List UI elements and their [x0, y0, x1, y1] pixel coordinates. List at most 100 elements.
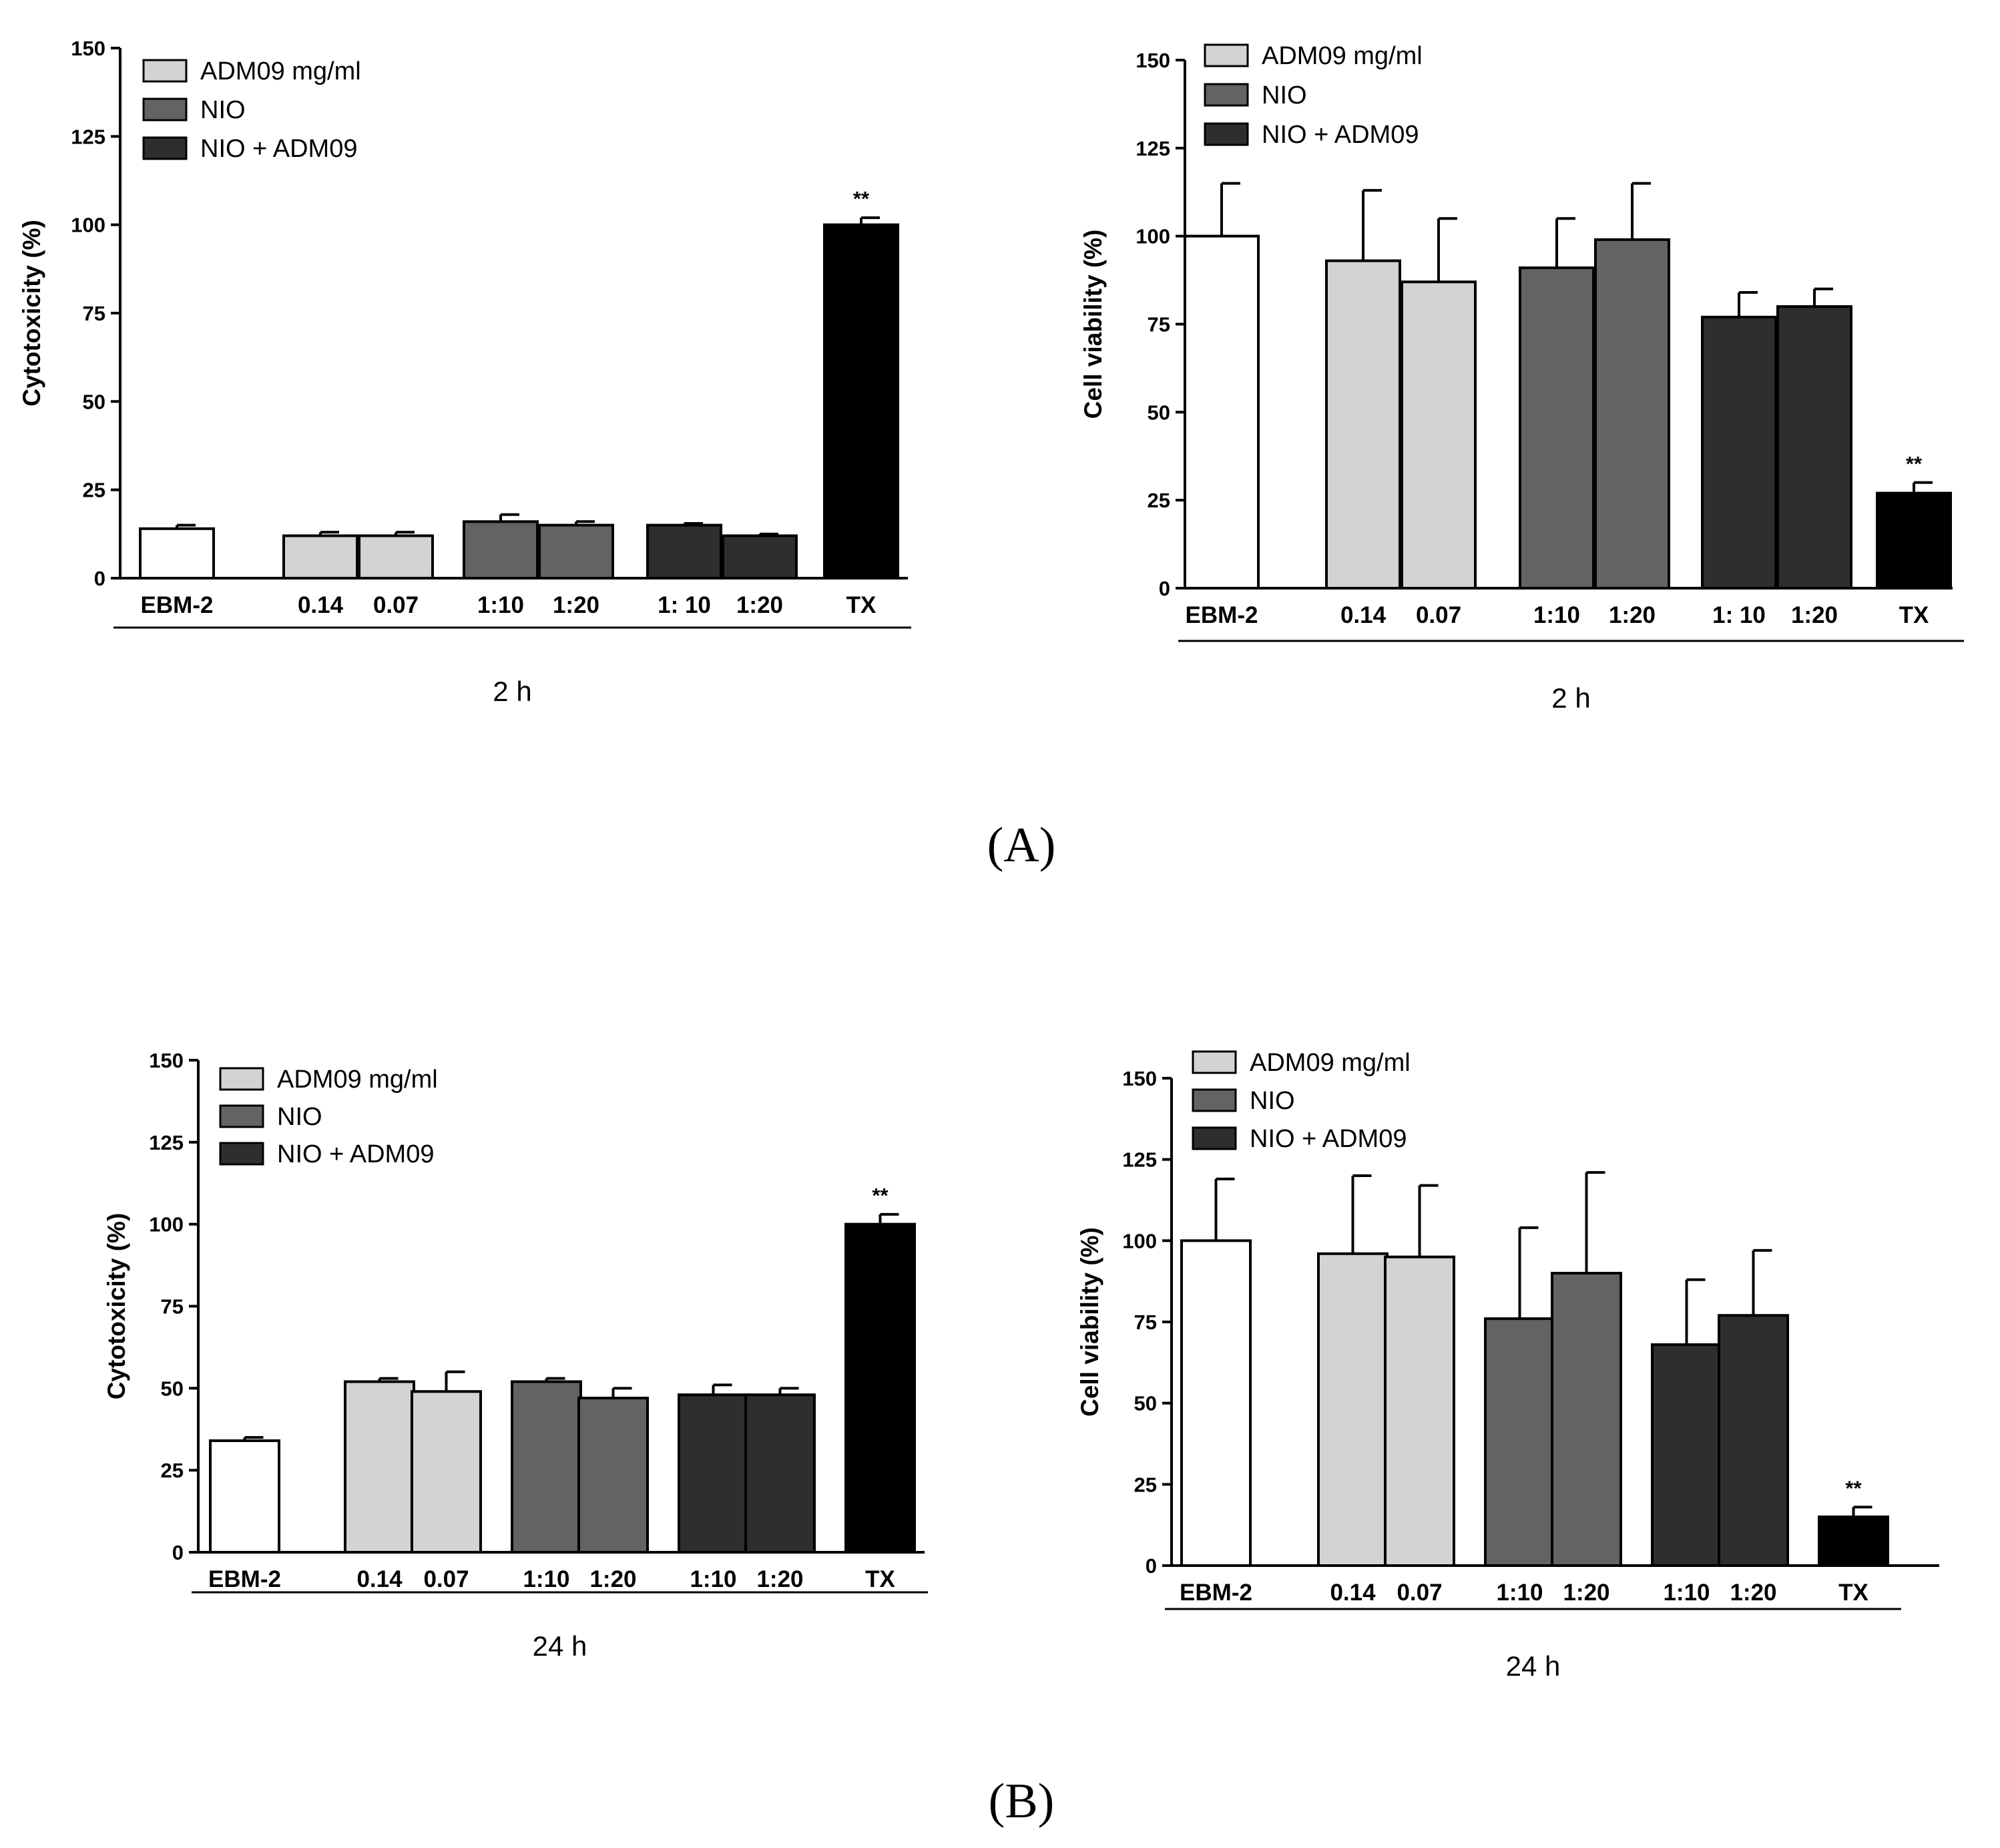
- bar: [209, 1439, 280, 1554]
- bar: [1551, 1272, 1622, 1567]
- y-axis-title: Cell viability (%): [1076, 1227, 1103, 1417]
- y-tick-label: 25: [1134, 1473, 1157, 1496]
- category-label: 0.14: [298, 592, 344, 618]
- category-label: 1:10: [1663, 1580, 1710, 1606]
- bar: [1594, 238, 1670, 590]
- legend-label: NIO: [1262, 81, 1307, 109]
- y-tick-label: 125: [71, 125, 105, 148]
- panel-label-b: (B): [989, 1774, 1055, 1829]
- y-tick-label: 75: [1134, 1311, 1157, 1334]
- legend-label: NIO + ADM09: [1250, 1125, 1407, 1153]
- y-tick-label: 75: [1148, 313, 1170, 336]
- category-label: 0.14: [1340, 602, 1387, 628]
- bar: [678, 1393, 749, 1554]
- y-tick-label: 150: [1122, 1067, 1157, 1090]
- bar: [577, 1397, 649, 1554]
- y-tick-label: 0: [172, 1541, 184, 1564]
- legend-label: ADM09 mg/ml: [1262, 42, 1423, 70]
- category-label: 0.07: [373, 592, 419, 618]
- y-tick-label: 25: [83, 479, 105, 502]
- category-label: 1:10: [1533, 602, 1580, 628]
- bar: [1818, 1516, 1889, 1567]
- legend-swatch: [1192, 1050, 1237, 1074]
- category-label: 0.07: [1397, 1580, 1442, 1606]
- time-label: 2 h: [493, 676, 531, 707]
- bar: [1317, 1252, 1389, 1568]
- bar: [1384, 1255, 1455, 1567]
- category-label: 0.07: [1416, 602, 1461, 628]
- category-label: 0.14: [356, 1566, 403, 1592]
- panel-label-a: (A): [987, 818, 1056, 873]
- y-axis-title: Cytotoxicity (%): [18, 220, 45, 407]
- category-label: EBM-2: [141, 592, 214, 618]
- bar: [344, 1380, 415, 1554]
- category-label: TX: [846, 592, 877, 618]
- category-label: 1:10: [690, 1566, 736, 1592]
- y-tick-label: 50: [1134, 1392, 1157, 1415]
- legend-swatch: [219, 1104, 264, 1128]
- bar: [463, 520, 539, 580]
- legend-swatch: [1204, 122, 1249, 146]
- bar: [744, 1393, 816, 1554]
- y-tick-label: 50: [1148, 401, 1170, 424]
- legend-label: ADM09 mg/ml: [277, 1066, 438, 1094]
- bar: [844, 1222, 916, 1554]
- y-tick-label: 50: [83, 390, 105, 413]
- y-tick-label: 75: [161, 1295, 184, 1319]
- category-label: EBM-2: [208, 1566, 281, 1592]
- legend-label: ADM09 mg/ml: [1250, 1049, 1411, 1077]
- legend-label: NIO + ADM09: [200, 135, 357, 163]
- y-tick-label: 125: [1136, 137, 1170, 160]
- bar: [411, 1390, 482, 1554]
- bar: [1651, 1343, 1722, 1567]
- category-label: 1:20: [1730, 1580, 1776, 1606]
- bar: [823, 223, 899, 580]
- bar: [139, 527, 215, 580]
- legend-swatch: [1204, 43, 1249, 67]
- legend-label: NIO: [277, 1103, 322, 1131]
- y-tick-label: 150: [149, 1049, 184, 1072]
- time-label: 24 h: [533, 1630, 587, 1662]
- y-tick-label: 100: [1136, 225, 1170, 248]
- category-label: 1:20: [736, 592, 783, 618]
- category-label: 1:10: [523, 1566, 569, 1592]
- bar: [1718, 1314, 1789, 1568]
- bar: [1484, 1317, 1555, 1567]
- category-label: 1: 10: [1712, 602, 1766, 628]
- time-label: 24 h: [1506, 1650, 1561, 1682]
- legend-swatch: [142, 59, 188, 83]
- legend-swatch: [1192, 1088, 1237, 1112]
- y-tick-label: 75: [83, 302, 105, 325]
- significance-label: **: [853, 187, 870, 210]
- legend-label: NIO + ADM09: [1262, 121, 1419, 149]
- category-label: 1:20: [756, 1566, 803, 1592]
- category-label: EBM-2: [1180, 1580, 1252, 1606]
- category-label: 1:20: [589, 1566, 636, 1592]
- legend-label: NIO + ADM09: [277, 1140, 434, 1168]
- y-tick-label: 0: [1146, 1554, 1157, 1578]
- y-tick-label: 100: [71, 214, 105, 237]
- legend-label: NIO: [200, 96, 246, 124]
- bar: [646, 523, 722, 580]
- category-label: 1: 10: [658, 592, 711, 618]
- bar: [1180, 1239, 1252, 1568]
- category-label: 1:10: [1496, 1580, 1543, 1606]
- chart-cytotoxicity-2h: 0 25 50 75 100 125 150 Cytotoxicity (%) EBM-2 0.1…: [18, 37, 911, 707]
- legend-swatch: [142, 136, 188, 160]
- bar: [282, 534, 358, 580]
- y-tick-label: 25: [161, 1459, 184, 1482]
- bar: [511, 1380, 582, 1554]
- bar: [1184, 234, 1260, 590]
- legend-label: NIO: [1250, 1087, 1295, 1115]
- bar: [1776, 305, 1852, 590]
- y-tick-label: 0: [1159, 577, 1170, 600]
- category-label: EBM-2: [1186, 602, 1258, 628]
- y-tick-label: 150: [71, 37, 105, 60]
- y-tick-label: 125: [1122, 1148, 1157, 1172]
- legend-swatch: [142, 97, 188, 122]
- significance-label: **: [872, 1184, 889, 1207]
- legend-swatch: [219, 1142, 264, 1166]
- bar: [1876, 491, 1952, 590]
- bar: [1519, 266, 1595, 590]
